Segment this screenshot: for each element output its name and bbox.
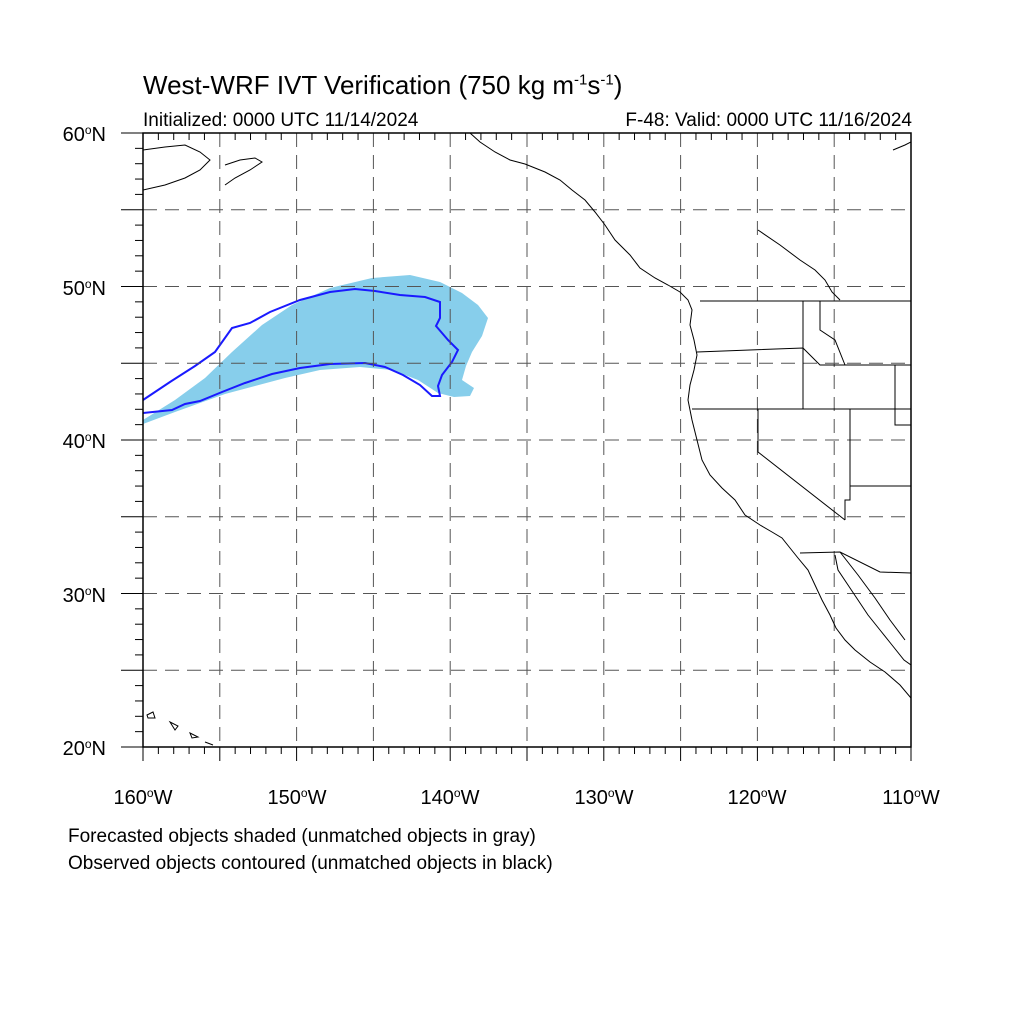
- lat-label-40: 40oN: [62, 430, 106, 453]
- state-border-mt: [819, 301, 846, 366]
- north-american-coastline: [469, 133, 911, 699]
- lat-label-60: 60oN: [62, 123, 106, 146]
- axis-ticks: [121, 132, 912, 761]
- us-mexico-border: [799, 551, 911, 574]
- mexico-inland: [839, 551, 906, 641]
- canada-inland: [757, 229, 841, 301]
- valid-time-label: F-48: Valid: 0000 UTC 11/16/2024: [625, 110, 912, 131]
- observed-ivt-contour: [143, 287, 460, 414]
- lat-label-30: 30oN: [62, 584, 106, 607]
- lon-label-160: 160oW: [113, 786, 173, 809]
- initialized-label: Initialized: 0000 UTC 11/14/2024: [143, 110, 419, 131]
- plot-title: West-WRF IVT Verification (750 kg m-1s-1…: [143, 70, 623, 100]
- lon-label-110: 110oW: [882, 786, 940, 809]
- alaska-islands: [224, 157, 263, 186]
- state-border-wy: [894, 365, 911, 426]
- forecast-note: Forecasted objects shaded (unmatched obj…: [68, 826, 536, 847]
- state-border-nv: [757, 409, 846, 521]
- lat-lon-grid: [143, 133, 911, 747]
- lat-label-50: 50oN: [62, 277, 106, 300]
- alaska-coast-west: [143, 144, 211, 191]
- lon-label-130: 130oW: [574, 786, 634, 809]
- baja-and-gulf-coast: [834, 554, 911, 666]
- coastlines: [143, 133, 911, 746]
- state-border-ut: [844, 409, 851, 520]
- lat-label-20: 20oN: [62, 737, 106, 760]
- state-border-wa-or: [696, 347, 911, 366]
- observed-note: Observed objects contoured (unmatched ob…: [68, 853, 553, 874]
- lon-label-120: 120oW: [727, 786, 787, 809]
- lon-label-150: 150oW: [267, 786, 327, 809]
- lon-label-140: 140oW: [420, 786, 480, 809]
- forecast-ivt-object: [143, 275, 488, 424]
- hawaii-islands: [146, 711, 214, 746]
- hudson-coast: [892, 141, 911, 151]
